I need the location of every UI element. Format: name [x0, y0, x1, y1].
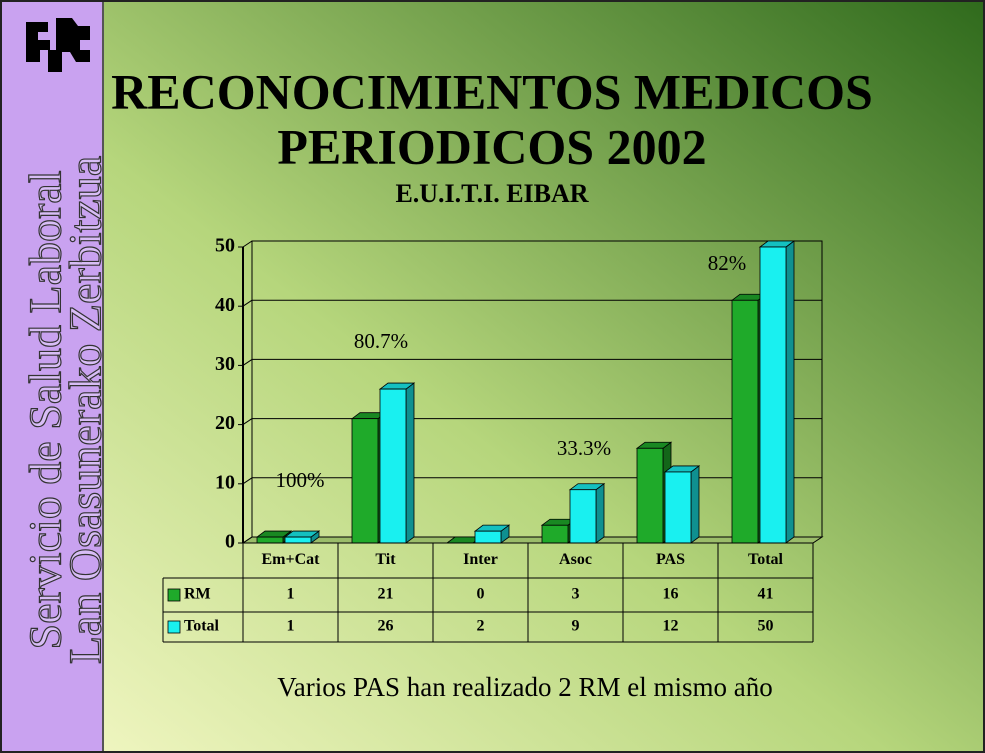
bar	[759, 246, 787, 544]
chart-subtitle: E.U.I.T.I. EIBAR	[395, 179, 588, 208]
x-tick-label: Inter	[463, 551, 498, 568]
logo	[26, 18, 90, 72]
data-label: 41	[758, 586, 774, 603]
data-label: 2	[477, 618, 485, 635]
chart-title: PERIODICOS 2002	[277, 118, 706, 174]
bar-side	[405, 382, 415, 544]
grid-line	[242, 358, 253, 366]
bar	[541, 524, 569, 544]
bar	[636, 447, 664, 544]
sidebar	[0, 0, 103, 753]
annotation: 82%	[708, 251, 747, 275]
bar	[474, 530, 502, 544]
y-tick-label: 0	[225, 531, 235, 553]
data-label: 12	[663, 618, 679, 635]
data-label: 1	[287, 618, 295, 635]
annotation: 100%	[276, 468, 325, 492]
x-tick-label: Tit	[375, 551, 396, 568]
chart-title: RECONOCIMIENTOS MEDICOS	[111, 63, 873, 119]
y-tick-label: 50	[215, 235, 235, 257]
bar	[664, 471, 692, 544]
bar-side	[595, 482, 605, 544]
y-tick-label: 30	[215, 353, 235, 375]
y-tick-label: 10	[215, 471, 235, 493]
annotation: 80.7%	[354, 329, 408, 353]
legend-swatch	[167, 620, 181, 634]
data-label: 1	[287, 586, 295, 603]
grid-line	[242, 477, 253, 485]
x-tick-label: Total	[748, 551, 784, 568]
y-tick-label: 40	[215, 294, 235, 316]
legend-label: Total	[184, 618, 220, 635]
sidebar-text: Servicio de Salud Laboral	[20, 170, 71, 649]
annotation: 33.3%	[557, 436, 611, 460]
grid-line	[242, 240, 253, 248]
grid-line	[242, 536, 253, 544]
legend-swatch	[167, 588, 181, 602]
bar	[284, 536, 312, 544]
y-tick-label: 20	[215, 412, 235, 434]
sidebar-text: Lan Osasunerako Zerbitzua	[60, 156, 111, 664]
data-label: 3	[572, 586, 580, 603]
x-tick-label: Em+Cat	[262, 551, 321, 568]
data-label: 21	[378, 586, 394, 603]
grid-line	[242, 418, 253, 426]
bar	[379, 388, 407, 544]
bar	[731, 299, 759, 544]
legend-label: RM	[184, 586, 211, 603]
x-tick-label: PAS	[656, 551, 685, 568]
data-label: 50	[758, 618, 774, 635]
x-tick-label: Asoc	[559, 551, 592, 568]
bar	[256, 536, 284, 544]
bar	[351, 418, 379, 544]
data-label: 16	[663, 586, 679, 603]
data-label: 9	[572, 618, 580, 635]
data-label: 26	[378, 618, 394, 635]
bar-side	[690, 465, 700, 544]
bar	[569, 489, 597, 544]
data-label: 0	[477, 586, 485, 603]
note: Varios PAS han realizado 2 RM el mismo a…	[277, 672, 772, 702]
grid-line	[242, 299, 253, 307]
bar-side	[785, 240, 795, 544]
